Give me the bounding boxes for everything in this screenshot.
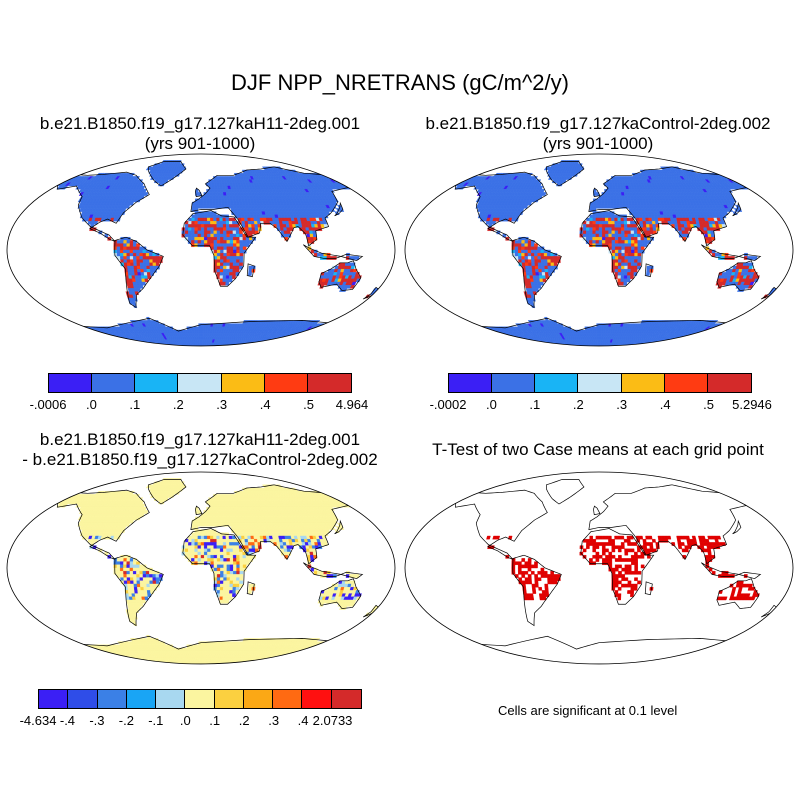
colorbar-h11 [48,373,352,393]
colorbar-swatch [492,374,536,392]
significance-note: Cells are significant at 0.1 level [498,703,678,718]
colorbar-swatch [621,374,665,392]
colorbar-swatch [135,374,179,392]
colorbar-tick-label: .0 [486,397,497,412]
colorbar-tick-label: .0 [179,713,191,728]
colorbar-swatch [178,374,222,392]
colorbar-tick-label: .1 [529,397,541,412]
colorbar-tick-label: .4 [297,713,309,728]
colorbar-difference [38,689,362,709]
map-difference [6,471,396,665]
colorbar-tick-label: 2.0733 [312,713,353,728]
colorbar-tick-label: .1 [209,713,221,728]
colorbar-tick-label: .4 [259,397,271,412]
colorbar-swatch [664,374,708,392]
colorbar-swatch [578,374,622,392]
colorbar-tick-label: .3 [268,713,280,728]
colorbar-tick-label: -.0002 [429,397,467,412]
colorbar-tick-label: -.3 [89,713,105,728]
map-control-case [404,153,794,347]
panel-tl-title-line2: (yrs 901-1000) [144,134,256,153]
colorbar-swatch [68,690,98,708]
panel-br-title: T-Test of two Case means at each grid po… [432,440,764,459]
colorbar-swatch [707,374,751,392]
colorbar-swatch [92,374,136,392]
colorbar-tick-label: -.1 [148,713,164,728]
figure-title: DJF NPP_NRETRANS (gC/m^2/y) [231,70,569,95]
colorbar-swatch [49,374,93,392]
colorbar-swatch [331,690,361,708]
map-ttest-significance [404,471,794,665]
colorbar-tick-label: .1 [129,397,141,412]
colorbar-swatch [39,690,69,708]
colorbar-swatch [307,374,351,392]
colorbar-tick-label: .5 [303,397,314,412]
colorbar-tick-label: .3 [216,397,228,412]
colorbar-tick-label: .2 [238,713,250,728]
colorbar-tick-label: -.2 [118,713,134,728]
colorbar-swatch [214,690,244,708]
colorbar-swatch [126,690,157,708]
colorbar-tick-label: .5 [703,397,714,412]
colorbar-tick-label: .2 [572,397,584,412]
colorbar-tick-label: 5.2946 [732,397,772,412]
colorbar-swatch [221,374,265,392]
colorbar-swatch [243,690,274,708]
panel-bl-title-line2: - b.e21.B1850.f19_g17.127kaControl-2deg.… [22,450,378,469]
panel-tr-title-line1: b.e21.B1850.f19_g17.127kaControl-2deg.00… [425,114,771,133]
colorbar-tick-label: 4.964 [335,397,369,412]
colorbar-swatch [156,690,186,708]
colorbar-swatch [302,690,332,708]
panel-tl-title-line1: b.e21.B1850.f19_g17.127kaH11-2deg.001 [39,114,361,133]
colorbar-tick-label: -.4 [59,713,76,728]
colorbar-tick-label: .0 [86,397,97,412]
colorbar-swatch [185,690,215,708]
colorbar-tick-label: .2 [172,397,184,412]
colorbar-swatch [535,374,579,392]
map-h11-case [6,153,396,347]
colorbar-swatch [273,690,303,708]
panel-tr-title-line2: (yrs 901-1000) [542,134,654,153]
panel-bl-title-line1: b.e21.B1850.f19_g17.127kaH11-2deg.001 [39,430,361,449]
colorbar-tick-label: -4.634 [19,713,57,728]
colorbar-swatch [264,374,308,392]
colorbar-tick-label: -.0006 [29,397,67,412]
colorbar-swatch [449,374,493,392]
colorbar-swatch [97,690,127,708]
colorbar-tick-label: .4 [659,397,671,412]
colorbar-control [448,373,752,393]
colorbar-tick-label: .3 [616,397,628,412]
